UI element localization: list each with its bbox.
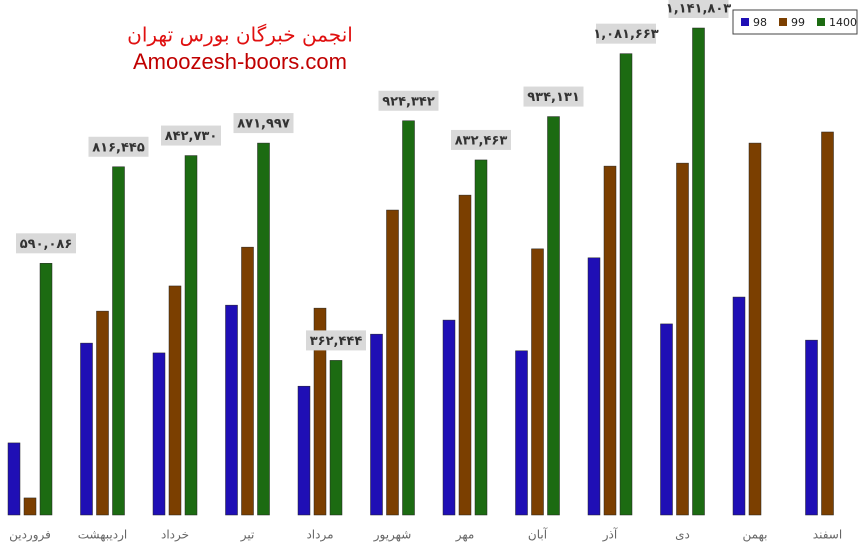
legend-box [732,9,858,35]
value-label-text: ۱,۰۸۱,۶۶۳ [593,27,658,42]
bar [402,120,415,516]
bar [257,142,270,516]
value-label-text: ۸۱۶,۴۴۵ [92,140,145,155]
x-tick-label: مهر [455,528,475,543]
x-tick-label: اردیبهشت [78,528,127,543]
bar [619,53,633,516]
bar [805,339,818,516]
value-label-text: ۵۹۰,۰۸۶ [20,237,73,252]
bar [587,257,601,516]
bar [732,296,746,516]
legend-swatch [741,18,749,26]
bar [297,385,311,516]
value-label-text: ۹۳۴,۱۳۱ [527,90,580,105]
bar [676,162,689,516]
value-label-box [596,23,656,44]
value-label-box [668,0,729,18]
bar [603,165,617,516]
value-label: ۱,۰۸۱,۶۶۳ [593,23,659,44]
bar [96,310,109,516]
bar [152,352,166,516]
bar [7,442,21,516]
value-label-box [233,113,294,134]
x-tick-label: فروردین [9,528,51,543]
value-label: ۸۴۲,۷۳۰ [161,125,221,146]
bar [23,497,37,516]
bar [660,323,673,516]
value-label-text: ۸۴۲,۷۳۰ [165,129,218,144]
value-label-text: ۸۷۱,۹۹۷ [237,117,290,132]
bar [458,194,472,516]
bar [442,319,456,516]
legend-label: 1400 [829,16,857,29]
x-tick-label: خرداد [161,528,189,543]
x-tick-label: آذر [602,527,618,543]
bar [112,166,125,516]
value-label-box [16,233,76,254]
bar [241,246,254,516]
value-label-text: ۱,۱۴۱,۸۰۳ [666,2,731,17]
legend-swatch [817,18,825,26]
x-tick-label: آبان [528,527,548,542]
bar [80,342,93,516]
bar [329,360,343,516]
x-tick-label: اسفند [813,528,842,542]
value-label: ۱,۱۴۱,۸۰۳ [666,0,731,18]
legend-label: 99 [791,16,805,29]
watermark: انجمن خبرگان بورس تهران [127,23,353,47]
bar [313,307,327,516]
bar [692,27,705,516]
bar [474,159,488,516]
bar [225,304,238,516]
value-label: ۸۱۶,۴۴۵ [88,136,149,157]
legend-label: 98 [753,16,767,29]
bar [821,131,834,516]
x-tick-label: مرداد [306,528,333,543]
watermark: Amoozesh-boors.com [133,49,347,74]
bar [386,209,399,516]
x-tick-label: تیر [240,528,255,543]
value-label: ۵۹۰,۰۸۶ [16,233,76,254]
bar [531,248,544,516]
value-label: ۸۷۱,۹۹۷ [233,113,294,134]
value-label-box [306,330,366,351]
value-label-box [161,125,221,146]
bar [39,263,53,516]
value-label-text: ۳۶۲,۴۴۴ [310,334,363,349]
value-label-box [88,136,149,157]
x-tick-label: بهمن [743,528,768,543]
x-tick-label: شهریور [373,528,412,543]
value-label-text: ۹۲۴,۳۴۲ [382,94,435,109]
bar [370,333,383,516]
value-label: ۳۶۲,۴۴۴ [306,330,366,351]
bar [547,116,560,516]
bar [184,155,198,516]
value-label-box [451,129,511,150]
value-label-box [523,86,584,107]
value-label: ۹۳۴,۱۳۱ [523,86,584,107]
legend-swatch [779,18,787,26]
value-label-text: ۸۳۲,۴۶۳ [455,133,508,148]
value-label: ۹۲۴,۳۴۲ [378,90,439,111]
bar [168,285,182,516]
value-label: ۸۳۲,۴۶۳ [451,129,511,150]
bar [515,350,528,516]
x-tick-label: دی [675,528,690,542]
value-label-box [378,90,439,111]
bar [748,142,762,516]
